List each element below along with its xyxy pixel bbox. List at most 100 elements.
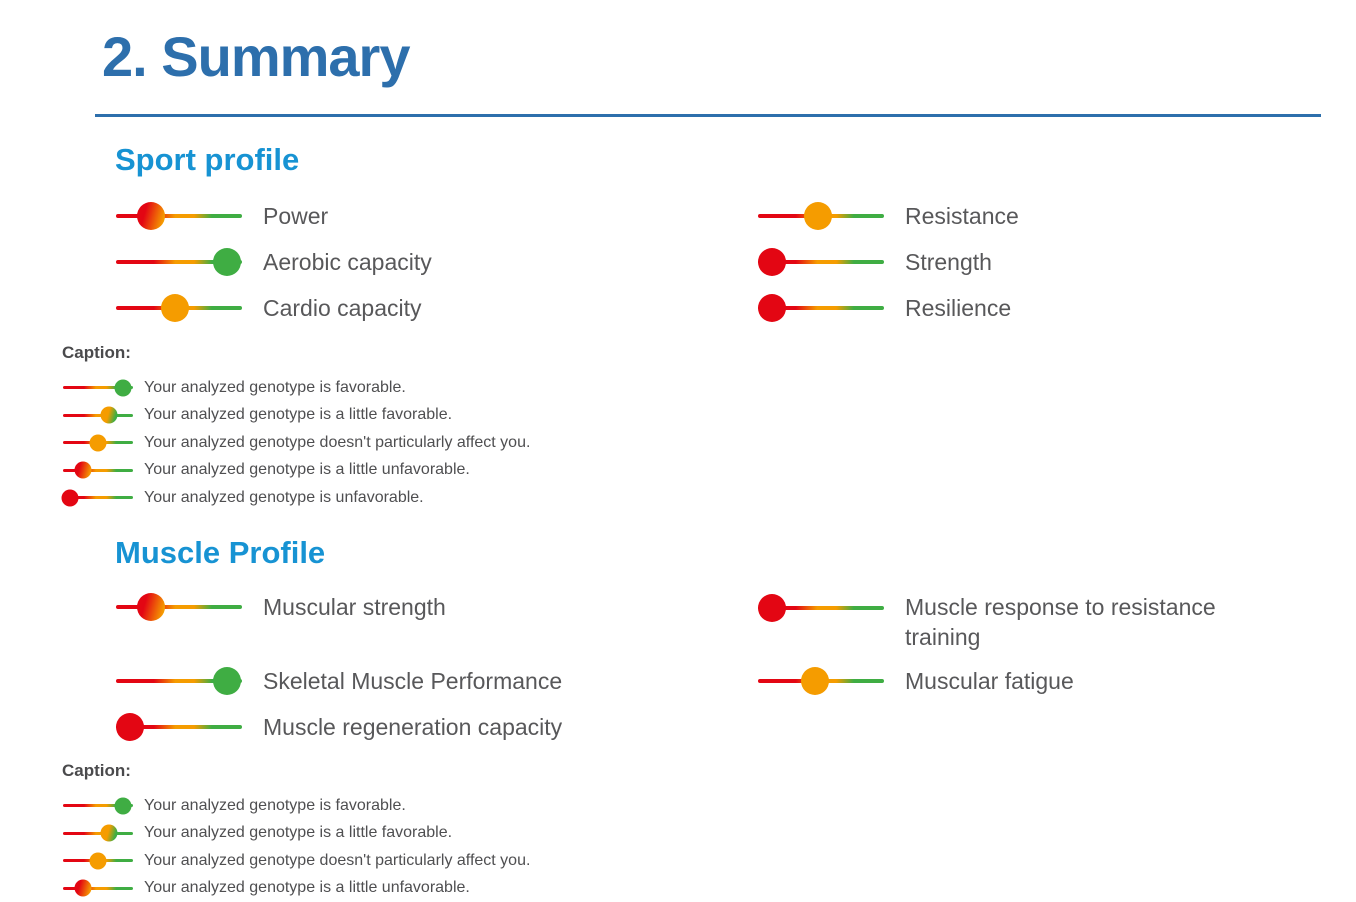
gradient-track [63,413,133,417]
gradient-track [116,214,242,218]
slider-dot [757,248,786,276]
resilience-label: Resilience [905,295,1012,321]
caption-slider [63,434,133,452]
resilience-row: Resilience [757,285,1012,331]
caption-text: Your analyzed genotype is unfavorable. [144,488,424,506]
slider-dot [137,202,166,230]
sport-caption-title: Caption: [62,343,131,362]
slider-dot [100,824,118,842]
muscle-response-label: Muscle response to resistance training [905,594,1216,650]
slider-dot [212,667,241,695]
caption-row-little-unfavorable: Your analyzed genotype is a little unfav… [63,875,530,902]
slider-dot [800,667,829,695]
slider-dot [757,594,786,622]
caption-slider [63,379,133,397]
slider-dot [212,248,241,276]
slider-dot [114,379,132,397]
muscular-fatigue-label: Muscular fatigue [905,668,1074,694]
power-label: Power [263,203,329,229]
caption-slider [63,879,133,897]
aerobic-capacity-row: Aerobic capacity [116,239,432,285]
muscular-fatigue-row: Muscular fatigue [758,658,1074,704]
cardio-capacity-row: Cardio capacity [116,285,422,331]
caption-row-favorable: Your analyzed genotype is favorable. [63,374,530,402]
slider-dot [804,202,833,230]
caption-row-neutral: Your analyzed genotype doesn't particula… [63,847,530,875]
caption-slider [63,797,133,815]
caption-slider [63,824,133,842]
slider-dot [74,461,92,479]
caption-row-little-unfavorable: Your analyzed genotype is a little unfav… [63,457,530,485]
slider-dot [89,852,107,870]
slider-dot [115,713,144,741]
power-slider [116,202,242,230]
slider-dot [89,434,107,452]
power-row: Power [116,193,328,239]
gradient-track [63,886,133,890]
muscle-regeneration-label: Muscle regeneration capacity [263,714,563,740]
caption-text: Your analyzed genotype is favorable. [144,378,406,396]
gradient-track [63,804,133,808]
caption-text: Your analyzed genotype is a little favor… [144,824,453,842]
caption-slider [63,461,133,479]
strength-label: Strength [905,249,992,275]
resistance-label: Resistance [905,203,1019,229]
slider-dot [137,593,166,621]
muscle-caption-title: Caption: [62,761,131,780]
gradient-track [63,496,133,500]
muscular-fatigue-slider [758,667,884,695]
caption-text: Your analyzed genotype doesn't particula… [144,433,531,451]
caption-row-little-favorable: Your analyzed genotype is a little favor… [63,820,530,848]
sport-profile-heading: Sport profile [115,142,300,177]
title-rule [95,114,1321,117]
caption-row-little-favorable: Your analyzed genotype is a little favor… [63,402,530,430]
slider-dot [100,406,118,424]
skeletal-muscle-performance-row: Skeletal Muscle Performance [116,658,562,704]
sport-caption-legend: Your analyzed genotype is favorable. You… [61,374,530,512]
caption-slider [61,489,133,507]
muscular-strength-label: Muscular strength [263,594,446,620]
page-title: 2. Summary [102,25,410,88]
gradient-track [116,605,242,609]
gradient-track [758,306,884,310]
muscle-caption-legend: Your analyzed genotype is favorable. You… [63,792,530,902]
slider-dot [74,879,92,897]
skeletal-muscle-performance-label: Skeletal Muscle Performance [263,668,563,694]
muscular-strength-row: Muscular strength [116,584,446,630]
slider-dot [61,489,79,507]
gradient-track [116,725,242,729]
caption-row-unfavorable: Your analyzed genotype is unfavorable. [61,484,530,512]
caption-text: Your analyzed genotype is a little favor… [144,406,453,424]
gradient-track [116,679,242,683]
strength-slider [757,248,884,276]
resistance-row: Resistance [758,193,1019,239]
gradient-track [63,831,133,835]
cardio-capacity-slider [116,294,242,322]
caption-text: Your analyzed genotype is a little unfav… [144,461,470,479]
muscle-response-row: Muscle response to resistance training [757,592,1261,652]
caption-slider [63,852,133,870]
cardio-capacity-label: Cardio capacity [263,295,422,321]
gradient-track [758,260,884,264]
caption-text: Your analyzed genotype is a little unfav… [144,879,470,897]
gradient-track [63,386,133,390]
skeletal-muscle-performance-slider [116,667,242,695]
muscle-response-slider [757,594,884,622]
gradient-track [63,468,133,472]
caption-text: Your analyzed genotype is favorable. [144,796,406,814]
aerobic-capacity-slider [116,248,242,276]
caption-text: Your analyzed genotype doesn't particula… [144,851,531,869]
slider-dot [114,797,132,815]
resistance-slider [758,202,884,230]
aerobic-capacity-label: Aerobic capacity [263,249,432,275]
resilience-slider [757,294,884,322]
slider-dot [757,294,786,322]
muscular-strength-slider [116,593,242,621]
caption-row-neutral: Your analyzed genotype doesn't particula… [63,429,530,457]
gradient-track [758,606,884,610]
muscle-regeneration-slider [115,713,242,741]
muscle-regeneration-row: Muscle regeneration capacity [115,704,563,750]
slider-dot [161,294,190,322]
caption-slider [63,406,133,424]
